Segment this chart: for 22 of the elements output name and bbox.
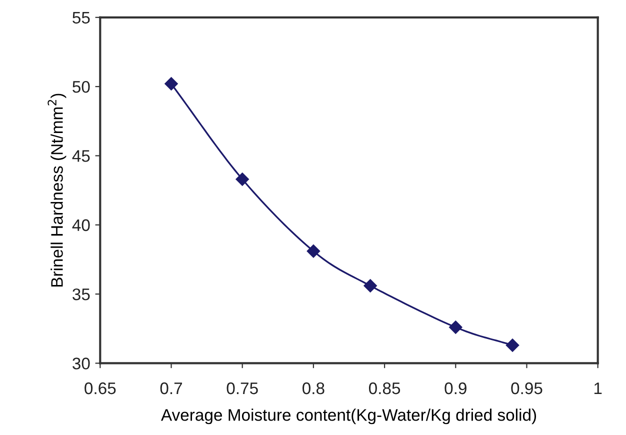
y-tick-label: 45: [72, 150, 90, 162]
y-tick-label: 50: [72, 80, 90, 93]
y-axis-title: Brinell Hardness (Nt/mm$^{2}$): [48, 94, 66, 287]
point: [236, 172, 249, 186]
x-tick-label: 0.65: [84, 382, 116, 394]
x-tick-label: 0.8: [302, 382, 324, 394]
point: [506, 338, 520, 352]
point: [306, 244, 320, 258]
point: [449, 320, 462, 334]
x-tick-label: 1: [594, 382, 602, 394]
y-tick-label: 55: [72, 12, 90, 24]
y-tick-label: 35: [72, 288, 90, 300]
x-tick-label: 0.85: [368, 382, 400, 394]
x-tick-label: 0.95: [511, 382, 542, 394]
x-tick-label: 0.75: [226, 382, 258, 394]
x-tick-label: 0.7: [160, 382, 182, 394]
point: [164, 77, 178, 90]
x-axis-title: Average Moisture content(Kg-Water/Kg dried solid): [160, 408, 536, 424]
point: [364, 279, 377, 292]
y-tick-label: 40: [72, 219, 90, 232]
x-tick-label: 0.9: [444, 382, 466, 394]
y-tick-label: 30: [72, 358, 90, 370]
